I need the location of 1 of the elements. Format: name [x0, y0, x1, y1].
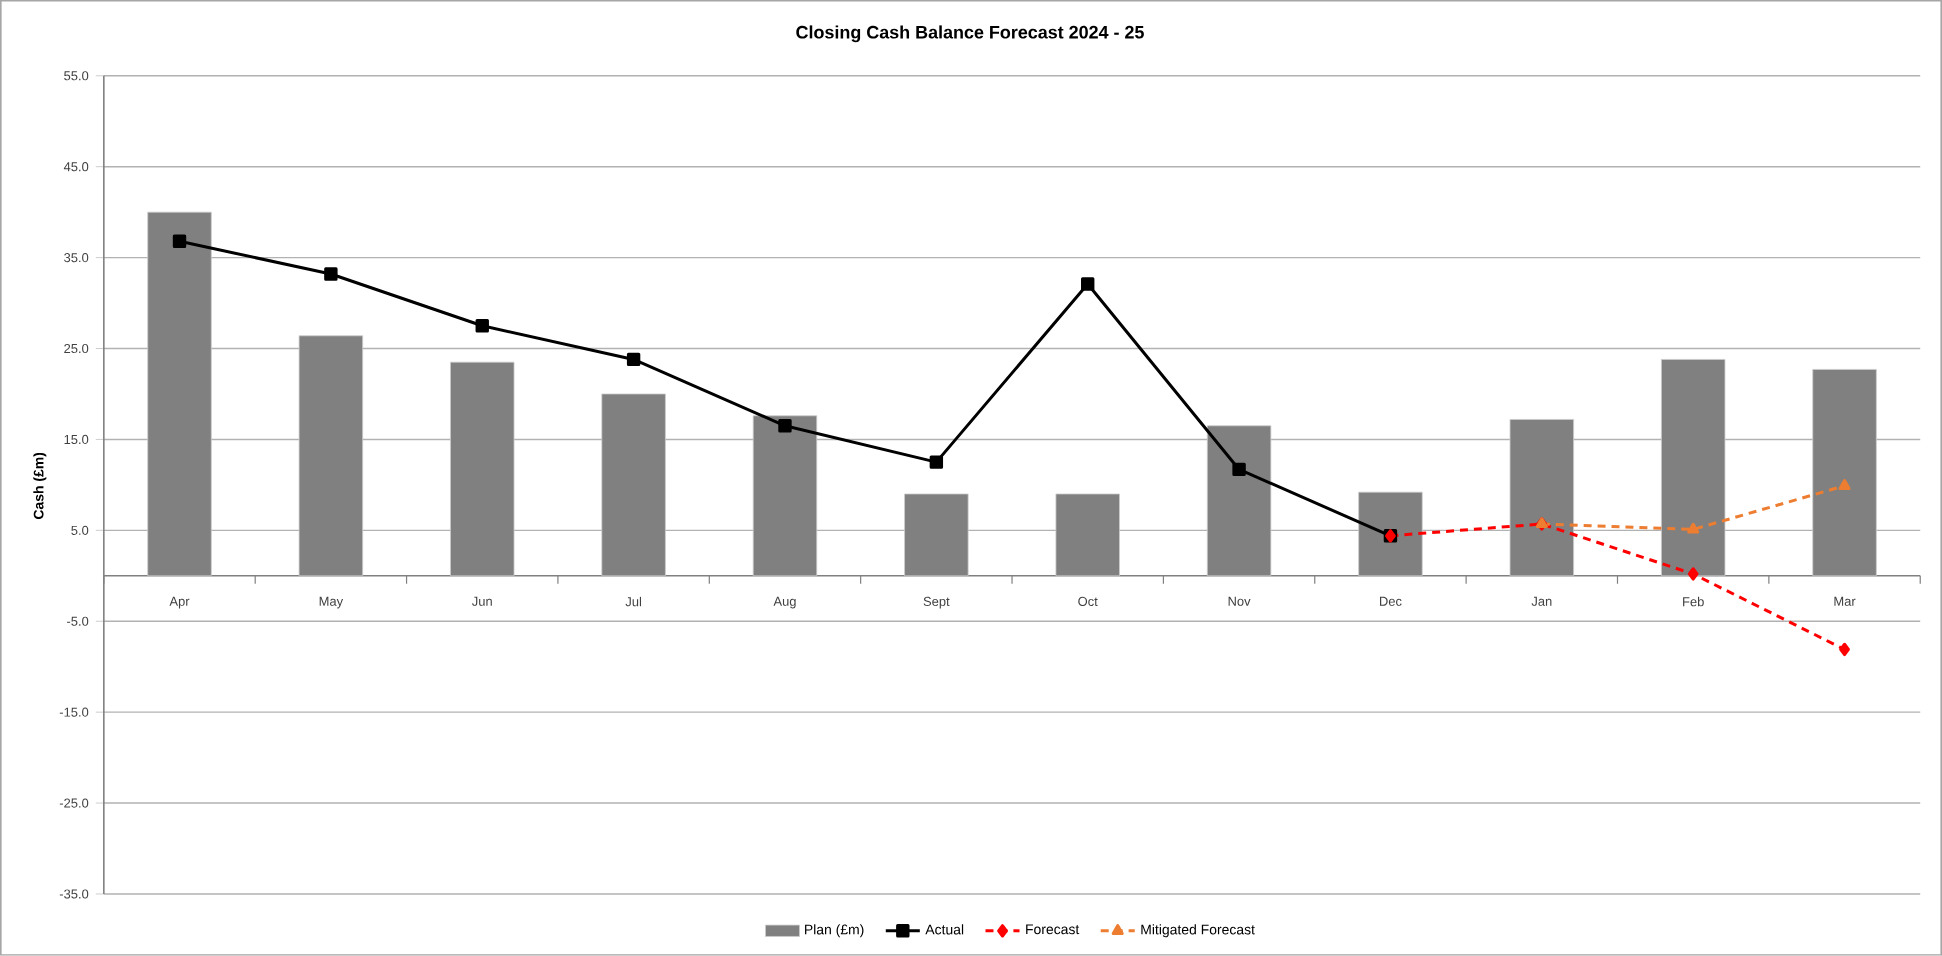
chart-title: Closing Cash Balance Forecast 2024 - 25 — [796, 25, 1144, 43]
